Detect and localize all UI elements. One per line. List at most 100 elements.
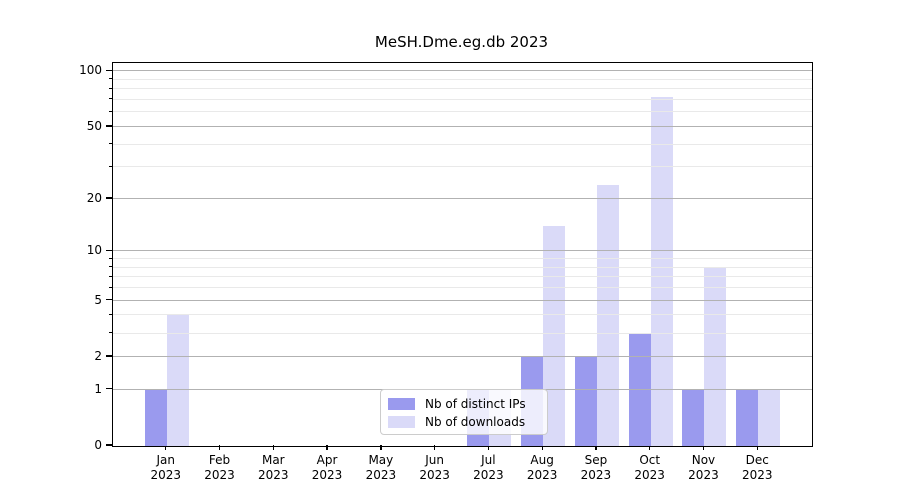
x-tick-mark xyxy=(272,445,274,450)
x-tick-year: 2023 xyxy=(741,468,773,482)
x-tick-label: Jul 2023 xyxy=(458,453,518,483)
minor-gridline xyxy=(113,166,812,168)
y-minor-tick-mark xyxy=(108,313,112,315)
major-gridline xyxy=(113,250,812,252)
x-tick-label: Oct 2023 xyxy=(620,453,680,483)
x-tick-month: Jan xyxy=(156,453,176,467)
bar-downloads xyxy=(704,267,727,446)
major-gridline xyxy=(113,125,812,127)
bar-distinct-ips xyxy=(682,389,705,446)
x-tick-month: Feb xyxy=(208,453,231,467)
x-tick-mark xyxy=(434,445,436,450)
x-tick-month: Aug xyxy=(530,453,554,467)
legend-label-downloads: Nb of downloads xyxy=(425,415,526,429)
x-tick-month: Jun xyxy=(425,453,444,467)
bar-downloads xyxy=(166,315,189,446)
x-tick-label: Sep 2023 xyxy=(566,453,626,483)
minor-gridline xyxy=(113,111,812,113)
major-gridline xyxy=(113,299,812,301)
minor-gridline xyxy=(113,78,812,80)
minor-gridline xyxy=(113,143,812,145)
y-tick-mark xyxy=(106,249,112,252)
minor-gridline xyxy=(113,88,812,90)
y-tick-mark xyxy=(106,125,112,127)
y-tick-mark xyxy=(106,298,112,301)
x-tick-label: Feb 2023 xyxy=(190,453,250,483)
x-tick-mark xyxy=(380,445,382,450)
x-tick-year: 2023 xyxy=(688,468,719,482)
y-minor-tick-mark xyxy=(108,286,112,288)
x-tick-year: 2023 xyxy=(204,468,235,482)
y-minor-tick-mark xyxy=(108,143,112,145)
legend-swatch-distinct-ips xyxy=(388,398,415,410)
x-tick-month: Oct xyxy=(639,453,661,467)
x-tick-mark xyxy=(326,445,328,450)
y-minor-tick-mark xyxy=(108,78,112,80)
x-tick-year: 2023 xyxy=(258,468,289,482)
major-gridline xyxy=(113,197,812,199)
y-tick-label: 10 xyxy=(86,243,102,258)
minor-gridline xyxy=(113,287,812,289)
x-tick-mark xyxy=(649,445,651,450)
y-minor-tick-mark xyxy=(108,257,112,259)
x-tick-month: Dec xyxy=(745,453,769,467)
y-minor-tick-mark xyxy=(108,331,112,333)
y-tick-label: 1 xyxy=(94,381,102,396)
x-tick-year: 2023 xyxy=(634,468,665,482)
major-gridline xyxy=(113,355,812,357)
y-tick-label: 100 xyxy=(79,63,102,78)
x-tick-mark xyxy=(595,445,597,450)
x-tick-month: May xyxy=(368,453,394,467)
x-tick-year: 2023 xyxy=(526,468,558,482)
chart-title: MeSH.Dme.eg.db 2023 xyxy=(374,33,549,51)
x-tick-mark xyxy=(487,445,490,450)
y-tick-mark xyxy=(106,355,112,357)
y-tick-mark xyxy=(106,444,112,446)
bar-downloads xyxy=(758,389,781,446)
y-minor-tick-mark xyxy=(108,87,112,89)
minor-gridline xyxy=(113,276,812,278)
y-tick-label: 20 xyxy=(86,190,102,205)
y-minor-tick-mark xyxy=(108,98,112,100)
legend-swatch-downloads xyxy=(388,416,415,428)
x-tick-year: 2023 xyxy=(473,468,504,482)
x-tick-label: Jun 2023 xyxy=(405,453,465,483)
x-tick-month: Sep xyxy=(584,453,608,467)
x-tick-year: 2023 xyxy=(580,468,612,482)
x-tick-label: Nov 2023 xyxy=(673,453,733,483)
minor-gridline xyxy=(113,332,812,334)
y-tick-label: 5 xyxy=(94,292,102,307)
y-tick-mark xyxy=(106,197,112,199)
legend-label-distinct-ips: Nb of distinct IPs xyxy=(425,397,526,411)
x-tick-mark xyxy=(702,445,705,450)
y-tick-label: 2 xyxy=(94,348,102,363)
x-tick-label: Jan 2023 xyxy=(136,453,196,483)
y-tick-mark xyxy=(106,388,112,390)
legend: Nb of distinct IPs Nb of downloads xyxy=(380,389,548,435)
x-tick-year: 2023 xyxy=(365,468,397,482)
x-tick-label: Mar 2023 xyxy=(243,453,303,483)
x-tick-label: Apr 2023 xyxy=(297,453,357,483)
x-tick-mark xyxy=(218,445,221,450)
bar-distinct-ips xyxy=(144,389,167,446)
bar-distinct-ips xyxy=(628,333,651,446)
y-minor-tick-mark xyxy=(108,165,112,167)
bar-distinct-ips xyxy=(736,389,759,446)
x-tick-label: Dec 2023 xyxy=(727,453,787,483)
x-tick-mark xyxy=(541,445,543,450)
x-tick-label: Aug 2023 xyxy=(512,453,572,483)
x-tick-month: Jul xyxy=(481,453,496,467)
minor-gridline xyxy=(113,314,812,316)
x-tick-month: Nov xyxy=(691,453,716,467)
y-tick-label: 0 xyxy=(94,438,102,452)
major-gridline xyxy=(113,70,812,72)
x-tick-month: Apr xyxy=(316,453,338,467)
x-tick-year: 2023 xyxy=(311,468,343,482)
y-tick-label: 50 xyxy=(86,118,102,133)
minor-gridline xyxy=(113,258,812,260)
bar-downloads xyxy=(650,96,673,446)
x-tick-month: Mar xyxy=(261,453,285,467)
x-tick-year: 2023 xyxy=(150,468,182,482)
y-minor-tick-mark xyxy=(108,110,112,112)
